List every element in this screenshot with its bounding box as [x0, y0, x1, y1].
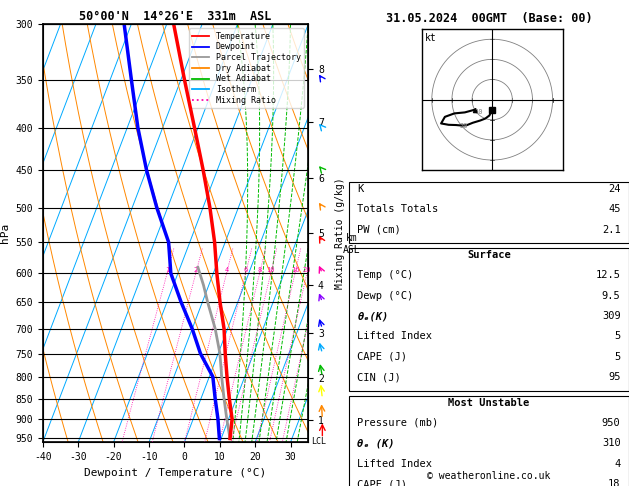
Text: 12.5: 12.5	[596, 270, 621, 280]
Title: 50°00'N  14°26'E  331m  ASL: 50°00'N 14°26'E 331m ASL	[79, 10, 272, 23]
Text: 10: 10	[474, 109, 482, 115]
Text: Most Unstable: Most Unstable	[448, 398, 530, 408]
Text: Pressure (mb): Pressure (mb)	[357, 418, 439, 428]
Text: CAPE (J): CAPE (J)	[357, 352, 408, 362]
Text: kt: kt	[425, 34, 437, 43]
Bar	[349, 182, 629, 243]
Text: Lifted Index: Lifted Index	[357, 331, 433, 342]
Text: 8: 8	[257, 267, 262, 273]
Text: θₑ (K): θₑ (K)	[357, 438, 395, 449]
Bar	[349, 248, 629, 391]
X-axis label: Dewpoint / Temperature (°C): Dewpoint / Temperature (°C)	[84, 468, 267, 478]
Text: 5: 5	[615, 352, 621, 362]
Text: Mixing Ratio (g/kg): Mixing Ratio (g/kg)	[335, 177, 345, 289]
Text: Dewp (°C): Dewp (°C)	[357, 291, 414, 301]
Text: 6: 6	[243, 267, 248, 273]
Text: 31.05.2024  00GMT  (Base: 00): 31.05.2024 00GMT (Base: 00)	[386, 12, 593, 25]
Text: 10: 10	[267, 267, 275, 273]
Text: 950: 950	[602, 418, 621, 428]
Text: 16: 16	[291, 267, 299, 273]
Text: LCL: LCL	[311, 436, 326, 446]
Bar	[349, 396, 629, 486]
Text: 1: 1	[165, 267, 169, 273]
Y-axis label: km
ASL: km ASL	[343, 233, 360, 255]
Text: 310: 310	[602, 438, 621, 449]
Text: K: K	[357, 184, 364, 194]
Text: 20: 20	[303, 267, 311, 273]
Legend: Temperature, Dewpoint, Parcel Trajectory, Dry Adiabat, Wet Adiabat, Isotherm, Mi: Temperature, Dewpoint, Parcel Trajectory…	[189, 29, 304, 108]
Text: 20: 20	[460, 123, 468, 129]
Text: Totals Totals: Totals Totals	[357, 204, 439, 214]
Text: PW (cm): PW (cm)	[357, 225, 401, 235]
Text: 24: 24	[608, 184, 621, 194]
Text: 2.1: 2.1	[602, 225, 621, 235]
Text: 309: 309	[602, 311, 621, 321]
Text: Lifted Index: Lifted Index	[357, 459, 433, 469]
Text: 5: 5	[615, 331, 621, 342]
Text: CAPE (J): CAPE (J)	[357, 479, 408, 486]
Text: © weatheronline.co.uk: © weatheronline.co.uk	[427, 471, 551, 481]
Text: 45: 45	[608, 204, 621, 214]
Text: CIN (J): CIN (J)	[357, 372, 401, 382]
Text: Surface: Surface	[467, 250, 511, 260]
Text: 18: 18	[608, 479, 621, 486]
Text: 9.5: 9.5	[602, 291, 621, 301]
Text: θₑ(K): θₑ(K)	[357, 311, 389, 321]
Text: 95: 95	[608, 372, 621, 382]
Y-axis label: hPa: hPa	[0, 223, 10, 243]
Text: Temp (°C): Temp (°C)	[357, 270, 414, 280]
Text: 2: 2	[194, 267, 198, 273]
Text: 4: 4	[615, 459, 621, 469]
Text: 4: 4	[225, 267, 229, 273]
